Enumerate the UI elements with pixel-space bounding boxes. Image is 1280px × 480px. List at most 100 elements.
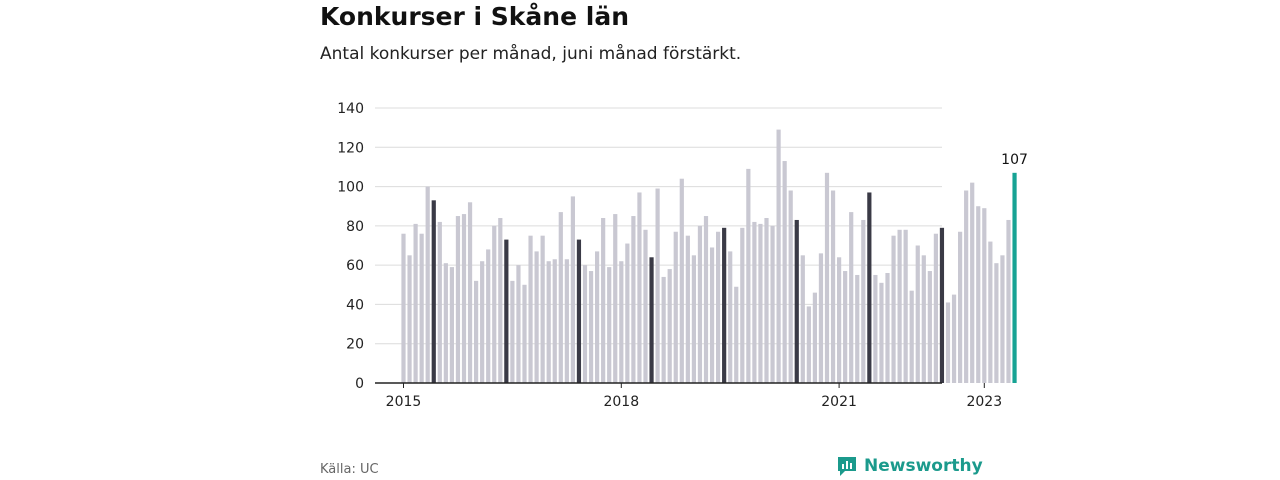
last-value-label: 107 — [1001, 152, 1028, 168]
bar — [607, 267, 612, 383]
bar — [661, 276, 666, 383]
brand-name: Newsworthy — [864, 456, 983, 476]
bar — [897, 229, 902, 383]
bar — [709, 247, 715, 383]
bar — [758, 223, 763, 383]
bar — [782, 161, 787, 383]
bar — [582, 265, 588, 383]
bar — [933, 233, 938, 383]
bar — [655, 188, 660, 383]
bar — [976, 206, 981, 383]
bar — [867, 192, 872, 383]
bar — [958, 231, 963, 383]
bar — [673, 231, 678, 383]
bar — [964, 190, 969, 383]
bar — [903, 229, 908, 383]
bar — [588, 271, 594, 383]
bar — [927, 271, 932, 383]
bar — [716, 231, 721, 383]
bar — [970, 182, 975, 383]
bar — [800, 255, 805, 383]
bar — [461, 214, 467, 383]
bar — [443, 263, 448, 383]
bar — [619, 261, 624, 383]
bar — [691, 255, 696, 383]
y-tick-label: 40 — [346, 297, 364, 313]
bar — [534, 251, 539, 383]
bar — [528, 235, 533, 383]
bar — [540, 235, 545, 383]
bar — [740, 227, 745, 383]
bar — [812, 292, 817, 383]
bar — [625, 243, 630, 383]
bar — [806, 306, 811, 383]
y-tick-label: 20 — [346, 337, 364, 353]
bar — [595, 251, 600, 383]
bar — [939, 227, 945, 383]
bar — [401, 233, 406, 383]
bar — [994, 263, 999, 383]
source-note: Källa: UC — [320, 462, 379, 477]
bar — [631, 216, 636, 383]
chart-bubble-icon — [838, 457, 856, 476]
bar — [982, 208, 987, 383]
bar — [945, 302, 951, 383]
bar — [522, 284, 527, 383]
x-tick-label: 2015 — [386, 394, 422, 410]
bar — [643, 229, 648, 383]
bar — [909, 290, 914, 383]
bar — [837, 257, 842, 383]
bar — [576, 239, 582, 383]
y-tick-label: 100 — [337, 180, 364, 196]
bar — [843, 271, 848, 383]
chart-title: Konkurser i Skåne län — [320, 2, 629, 31]
y-tick-label: 140 — [337, 101, 364, 117]
bar — [830, 190, 836, 383]
y-tick-label: 60 — [346, 258, 364, 274]
bar — [915, 245, 920, 383]
bar — [419, 233, 424, 383]
bar — [425, 186, 430, 383]
bar — [570, 196, 575, 383]
chart-subtitle: Antal konkurser per månad, juni månad fö… — [320, 44, 742, 64]
bar — [637, 192, 642, 383]
bar — [516, 265, 521, 383]
bar — [613, 214, 618, 383]
bar — [764, 218, 769, 383]
bar — [1012, 172, 1017, 383]
y-tick-label: 120 — [337, 140, 364, 156]
bar — [498, 218, 503, 383]
bar — [879, 282, 884, 383]
bar — [474, 280, 479, 383]
bar — [601, 218, 606, 383]
bar — [1000, 255, 1005, 383]
bar — [951, 294, 957, 383]
bar — [824, 172, 830, 383]
bar — [697, 225, 703, 383]
bar — [770, 225, 775, 383]
bar — [649, 257, 654, 383]
bar — [1006, 219, 1011, 383]
bar — [728, 251, 733, 383]
bar — [788, 190, 793, 383]
bar — [449, 267, 454, 383]
bar — [855, 274, 860, 383]
bar — [703, 216, 709, 383]
bar — [486, 249, 491, 383]
x-tick-label: 2021 — [821, 394, 857, 410]
bar — [861, 219, 866, 383]
bar — [467, 202, 473, 383]
bar — [734, 286, 739, 383]
bar — [921, 255, 926, 383]
bar — [504, 239, 509, 383]
newsworthy-logo[interactable]: Newsworthy — [836, 455, 983, 477]
bar — [885, 273, 890, 383]
bar — [679, 178, 684, 383]
bar — [746, 168, 751, 383]
bar — [407, 255, 412, 383]
bar — [437, 221, 442, 383]
bar — [685, 235, 690, 383]
bar — [546, 261, 551, 383]
bar — [818, 253, 824, 383]
